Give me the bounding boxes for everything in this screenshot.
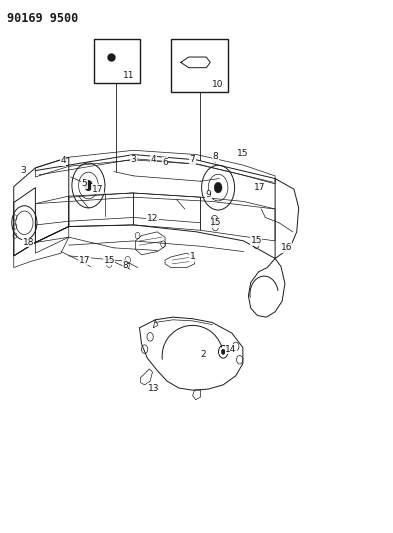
Text: 17: 17 <box>253 183 265 192</box>
Text: 4: 4 <box>60 157 66 165</box>
Text: 5: 5 <box>82 180 87 188</box>
Circle shape <box>214 182 222 193</box>
Text: 4: 4 <box>151 156 156 164</box>
Text: 12: 12 <box>147 214 158 223</box>
Text: 10: 10 <box>212 80 223 89</box>
Circle shape <box>221 349 225 354</box>
Text: 9: 9 <box>206 190 211 199</box>
Text: 17: 17 <box>92 185 103 193</box>
Bar <box>94 39 140 83</box>
Text: 16: 16 <box>281 244 293 252</box>
Text: 11: 11 <box>123 71 135 80</box>
Text: 7: 7 <box>190 156 195 164</box>
Text: 14: 14 <box>226 345 237 353</box>
Text: 15: 15 <box>103 256 115 264</box>
Text: 8: 8 <box>213 152 218 161</box>
Text: 15: 15 <box>209 219 221 227</box>
Text: 15: 15 <box>237 149 249 158</box>
Bar <box>171 39 228 92</box>
Circle shape <box>84 180 92 191</box>
Text: 18: 18 <box>22 238 34 247</box>
Text: 6: 6 <box>162 158 168 166</box>
Text: 17: 17 <box>79 256 90 264</box>
Text: 13: 13 <box>147 384 159 392</box>
Text: 15: 15 <box>250 237 262 245</box>
Text: 3: 3 <box>131 156 136 164</box>
Text: 3: 3 <box>20 166 26 175</box>
Text: 2: 2 <box>201 350 206 359</box>
Text: 1: 1 <box>190 253 195 261</box>
Text: 8: 8 <box>122 261 128 270</box>
Text: 90169 9500: 90169 9500 <box>7 12 78 25</box>
